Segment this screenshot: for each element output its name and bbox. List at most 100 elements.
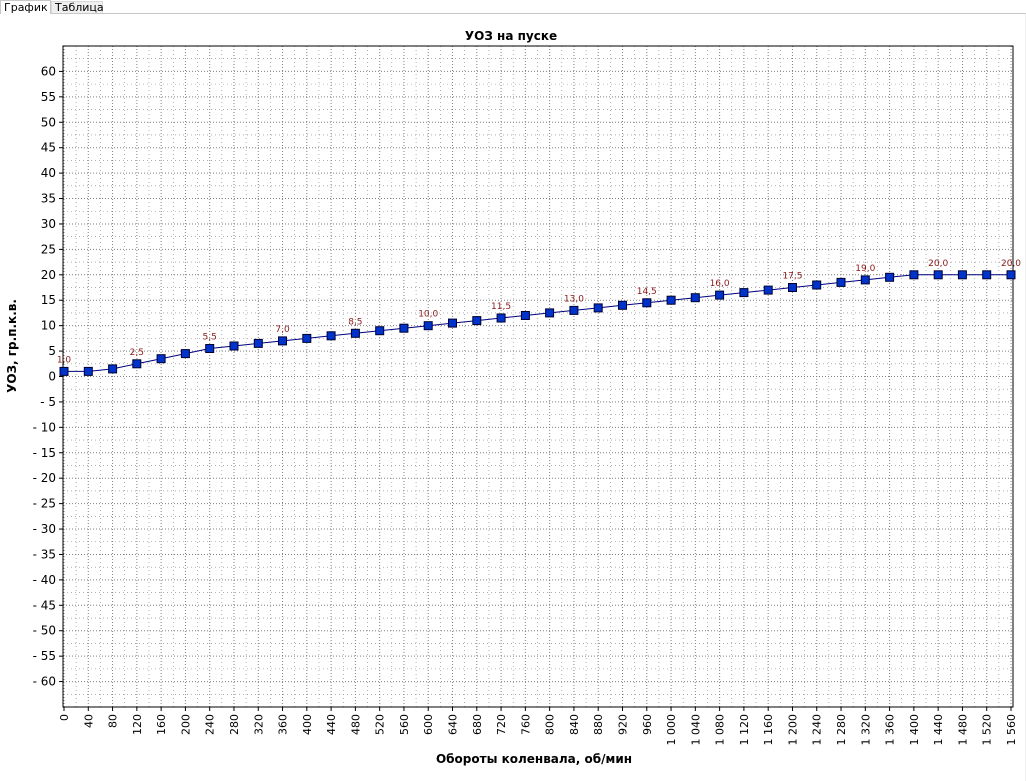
chart-panel: УОЗ на пуске УОЗ, гр.п.к.в. Обороты коле… [0, 14, 1026, 781]
data-point [739, 288, 749, 298]
data-point [836, 277, 846, 287]
x-tick-label: 1 360 [884, 714, 897, 746]
x-tick-label: 440 [325, 714, 338, 735]
series-line [64, 274, 1011, 372]
y-tick-label: 20 [41, 268, 56, 282]
y-tick-label: - 60 [33, 675, 56, 689]
y-tick-label: - 45 [33, 598, 56, 612]
data-label: 19,0 [855, 264, 875, 274]
data-point [253, 338, 263, 348]
data-label: 20,0 [928, 259, 948, 269]
data-point [302, 333, 312, 343]
y-tick-label: 25 [41, 242, 56, 256]
y-tick-label: - 20 [33, 471, 56, 485]
y-tick-label: 5 [48, 344, 56, 358]
data-label: 20,0 [1001, 259, 1021, 269]
data-point [885, 272, 895, 282]
x-tick-label: 720 [495, 714, 508, 735]
x-tick-label: 920 [616, 714, 629, 735]
y-tick-label: - 10 [33, 420, 56, 434]
x-tick-label: 880 [592, 714, 605, 735]
data-point [982, 270, 992, 280]
x-tick-label: 240 [204, 714, 217, 735]
data-point [788, 283, 797, 292]
x-tick-label: 280 [228, 714, 241, 735]
x-tick-label: 1 520 [981, 714, 994, 746]
data-point [569, 305, 579, 315]
data-label: 2,5 [130, 348, 144, 358]
data-point [690, 293, 700, 303]
data-point [423, 321, 433, 331]
data-point [812, 280, 822, 290]
x-tick-label: 560 [398, 714, 411, 735]
tab-bar: График Таблица [0, 0, 1026, 14]
x-tick-label: 1 200 [786, 714, 799, 746]
x-tick-label: 1 000 [665, 714, 678, 746]
data-point [909, 270, 919, 280]
tab-table[interactable]: Таблица [51, 1, 104, 14]
y-tick-label: - 5 [40, 395, 56, 409]
y-tick-label: - 25 [33, 497, 56, 511]
x-tick-label: 160 [155, 714, 168, 735]
grid [63, 46, 1013, 707]
x-tick-label: 1 080 [714, 714, 727, 746]
x-tick-label: 480 [349, 714, 362, 735]
data-label: 11,5 [491, 302, 511, 312]
x-tick-label: 1 160 [762, 714, 775, 746]
data-point [83, 366, 93, 376]
x-tick-label: 1 040 [689, 714, 702, 746]
y-tick-label: 60 [41, 64, 56, 78]
tab-divider [0, 13, 1026, 14]
data-point [860, 275, 870, 285]
data-point [350, 328, 360, 338]
x-tick-label: 840 [568, 714, 581, 735]
data-label: 10,0 [418, 310, 438, 320]
data-point [715, 290, 725, 300]
data-point [326, 331, 336, 341]
data-point [666, 295, 676, 305]
data-label: 5,5 [203, 333, 217, 343]
x-tick-label: 400 [301, 714, 314, 735]
data-point [642, 298, 652, 308]
x-axis: 0 40 80 120 160 200 240 280 320 360 400 440 480 520 56… [58, 707, 1018, 746]
data-point [375, 326, 385, 336]
x-tick-label: 1 320 [859, 714, 872, 746]
data-point [472, 316, 482, 326]
x-tick-label: 640 [447, 714, 460, 735]
chart: УОЗ на пуске УОЗ, гр.п.к.в. Обороты коле… [5, 29, 1021, 766]
y-tick-label: 35 [41, 192, 56, 206]
x-tick-label: 200 [179, 714, 192, 735]
data-label: 16,0 [710, 279, 730, 289]
y-axis-title: УОЗ, гр.п.к.в. [5, 299, 19, 393]
y-tick-label: 40 [41, 166, 56, 180]
series-uoz [59, 270, 1016, 376]
y-tick-label: - 15 [33, 446, 56, 460]
data-point [399, 323, 409, 333]
x-tick-label: 960 [641, 714, 654, 735]
x-tick-label: 800 [544, 714, 557, 735]
data-point [957, 270, 967, 280]
y-tick-label: - 30 [33, 522, 56, 536]
y-tick-label: - 35 [33, 547, 56, 561]
x-tick-label: 40 [82, 714, 95, 728]
data-point [156, 354, 166, 364]
data-point [59, 366, 69, 376]
x-tick-label: 80 [107, 714, 120, 728]
y-tick-label: - 55 [33, 649, 56, 663]
x-tick-label: 320 [252, 714, 265, 735]
data-point [180, 349, 190, 359]
chart-title: УОЗ на пуске [465, 29, 557, 43]
data-point [132, 359, 142, 369]
x-tick-label: 0 [58, 714, 71, 721]
tab-chart[interactable]: График [0, 0, 51, 14]
x-tick-label: 760 [519, 714, 532, 735]
y-tick-label: 30 [41, 217, 56, 231]
y-tick-label: 15 [41, 293, 56, 307]
x-tick-label: 1 400 [908, 714, 921, 746]
y-tick-label: 0 [48, 370, 56, 384]
x-tick-label: 1 440 [932, 714, 945, 746]
data-point [593, 303, 603, 313]
data-label: 13,0 [564, 294, 584, 304]
data-labels: 1,0 2,5 5,5 7,0 8,5 10,0 11,5 13,0 14,5 16,0 17,5 1… [57, 259, 1021, 366]
